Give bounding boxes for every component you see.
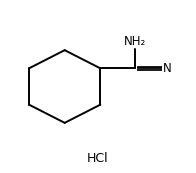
Text: NH₂: NH₂ — [123, 35, 146, 48]
Text: N: N — [163, 62, 172, 75]
Text: HCl: HCl — [87, 152, 109, 165]
